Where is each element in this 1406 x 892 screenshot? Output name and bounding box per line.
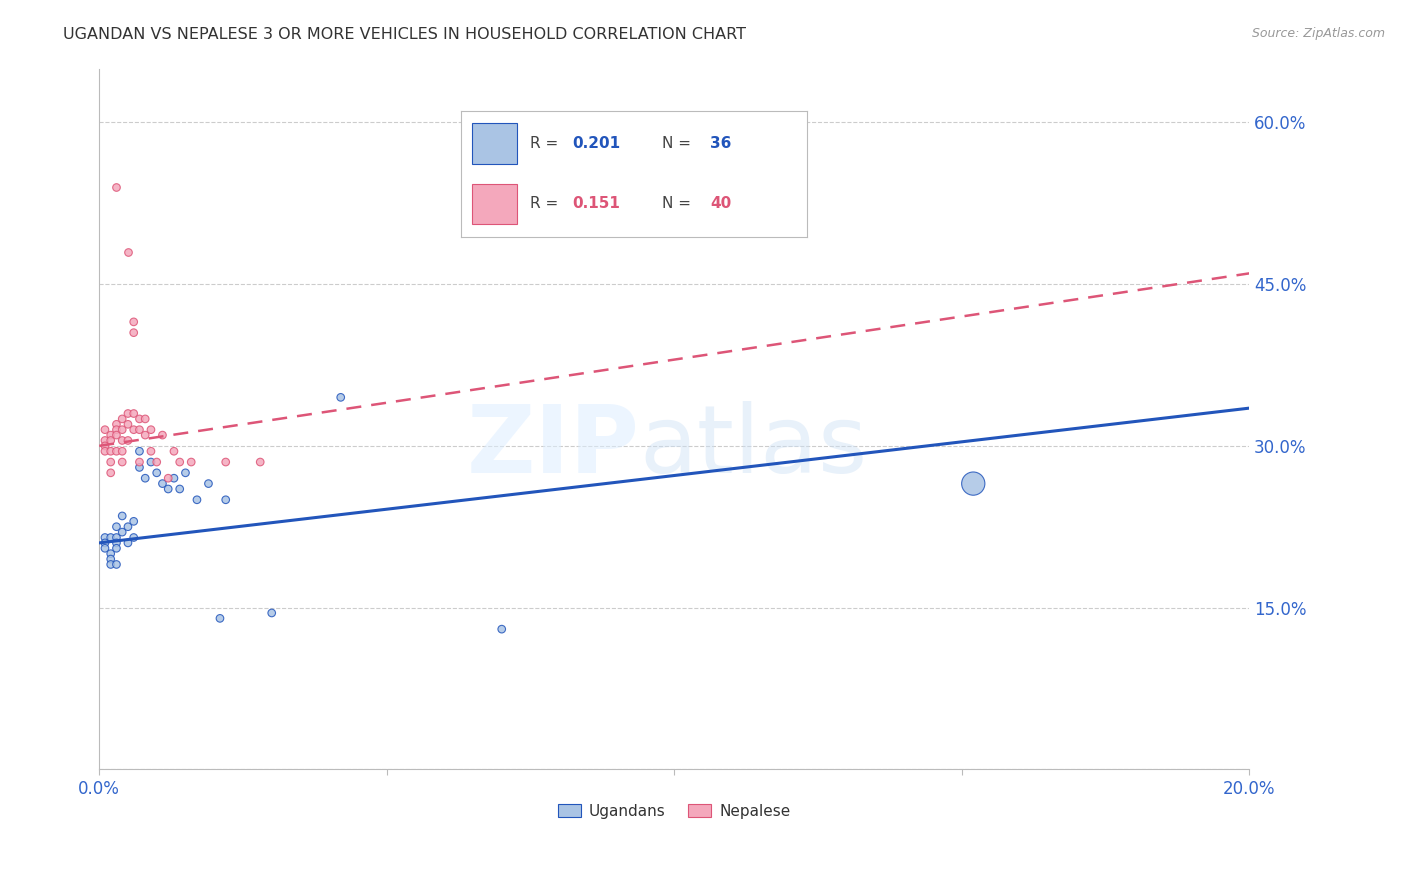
Point	[111, 423, 134, 437]
Point	[174, 466, 197, 480]
Point	[128, 423, 150, 437]
Text: atlas: atlas	[640, 401, 868, 493]
Point	[105, 180, 128, 194]
Point	[100, 455, 122, 469]
Point	[105, 536, 128, 550]
Point	[100, 434, 122, 448]
Point	[100, 428, 122, 442]
Point	[117, 519, 139, 533]
Point	[122, 531, 145, 545]
Point	[180, 455, 202, 469]
Point	[111, 508, 134, 523]
Point	[122, 315, 145, 329]
Point	[139, 423, 162, 437]
Point	[105, 417, 128, 432]
Point	[215, 492, 238, 507]
Point	[100, 466, 122, 480]
Point	[128, 444, 150, 458]
Point	[491, 622, 513, 636]
Point	[117, 536, 139, 550]
Text: ZIP: ZIP	[467, 401, 640, 493]
Point	[962, 476, 984, 491]
Point	[122, 326, 145, 340]
Point	[128, 460, 150, 475]
Point	[100, 444, 122, 458]
Point	[117, 244, 139, 259]
Point	[145, 455, 167, 469]
Point	[122, 407, 145, 421]
Point	[111, 455, 134, 469]
Point	[134, 471, 156, 485]
Point	[111, 444, 134, 458]
Point	[215, 455, 238, 469]
Point	[111, 525, 134, 540]
Point	[169, 455, 191, 469]
Point	[105, 558, 128, 572]
Point	[100, 531, 122, 545]
Point	[260, 606, 283, 620]
Point	[105, 423, 128, 437]
Point	[134, 412, 156, 426]
Point	[100, 547, 122, 561]
Point	[94, 423, 117, 437]
Point	[105, 531, 128, 545]
Point	[169, 482, 191, 496]
Point	[94, 541, 117, 556]
Point	[117, 434, 139, 448]
Point	[111, 434, 134, 448]
Point	[134, 428, 156, 442]
Text: UGANDAN VS NEPALESE 3 OR MORE VEHICLES IN HOUSEHOLD CORRELATION CHART: UGANDAN VS NEPALESE 3 OR MORE VEHICLES I…	[63, 27, 747, 42]
Point	[163, 471, 186, 485]
Point	[152, 476, 174, 491]
Point	[117, 407, 139, 421]
Point	[105, 519, 128, 533]
Point	[152, 428, 174, 442]
Point	[100, 558, 122, 572]
Point	[111, 412, 134, 426]
Point	[197, 476, 219, 491]
Text: Source: ZipAtlas.com: Source: ZipAtlas.com	[1251, 27, 1385, 40]
Point	[145, 466, 167, 480]
Point	[105, 428, 128, 442]
Point	[249, 455, 271, 469]
Point	[94, 444, 117, 458]
Point	[329, 390, 352, 404]
Point	[139, 444, 162, 458]
Point	[122, 514, 145, 528]
Point	[117, 417, 139, 432]
Point	[105, 541, 128, 556]
Point	[128, 412, 150, 426]
Point	[139, 455, 162, 469]
Point	[100, 552, 122, 566]
Point	[157, 471, 180, 485]
Point	[163, 444, 186, 458]
Point	[157, 482, 180, 496]
Point	[186, 492, 208, 507]
Point	[94, 439, 117, 453]
Legend: Ugandans, Nepalese: Ugandans, Nepalese	[553, 797, 796, 825]
Point	[105, 444, 128, 458]
Point	[128, 455, 150, 469]
Point	[94, 536, 117, 550]
Point	[122, 423, 145, 437]
Point	[94, 531, 117, 545]
Point	[208, 611, 231, 625]
Point	[94, 434, 117, 448]
